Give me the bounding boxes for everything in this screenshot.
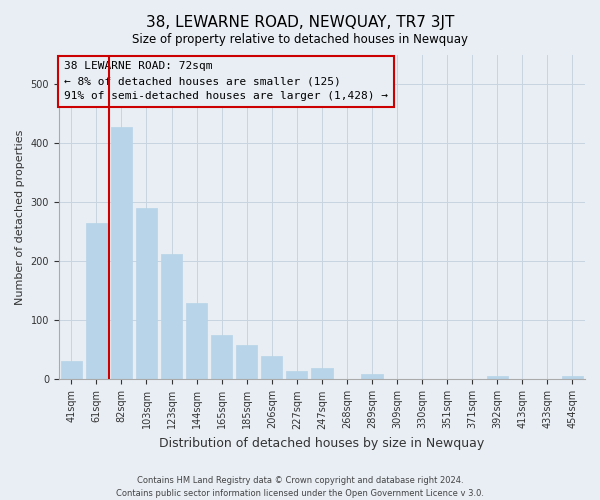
Bar: [261, 356, 283, 380]
Bar: [186, 304, 207, 380]
Bar: [311, 368, 332, 380]
Bar: [487, 376, 508, 380]
Bar: [361, 374, 383, 380]
Bar: [161, 254, 182, 380]
Bar: [286, 370, 307, 380]
Bar: [111, 127, 132, 380]
Bar: [61, 360, 82, 380]
Bar: [562, 376, 583, 380]
Text: 38 LEWARNE ROAD: 72sqm
← 8% of detached houses are smaller (125)
91% of semi-det: 38 LEWARNE ROAD: 72sqm ← 8% of detached …: [64, 62, 388, 101]
Y-axis label: Number of detached properties: Number of detached properties: [15, 130, 25, 305]
Bar: [86, 223, 107, 380]
Text: 38, LEWARNE ROAD, NEWQUAY, TR7 3JT: 38, LEWARNE ROAD, NEWQUAY, TR7 3JT: [146, 15, 454, 30]
Text: Contains HM Land Registry data © Crown copyright and database right 2024.
Contai: Contains HM Land Registry data © Crown c…: [116, 476, 484, 498]
Bar: [136, 208, 157, 380]
Text: Size of property relative to detached houses in Newquay: Size of property relative to detached ho…: [132, 32, 468, 46]
Bar: [236, 344, 257, 380]
X-axis label: Distribution of detached houses by size in Newquay: Distribution of detached houses by size …: [159, 437, 485, 450]
Bar: [211, 335, 232, 380]
